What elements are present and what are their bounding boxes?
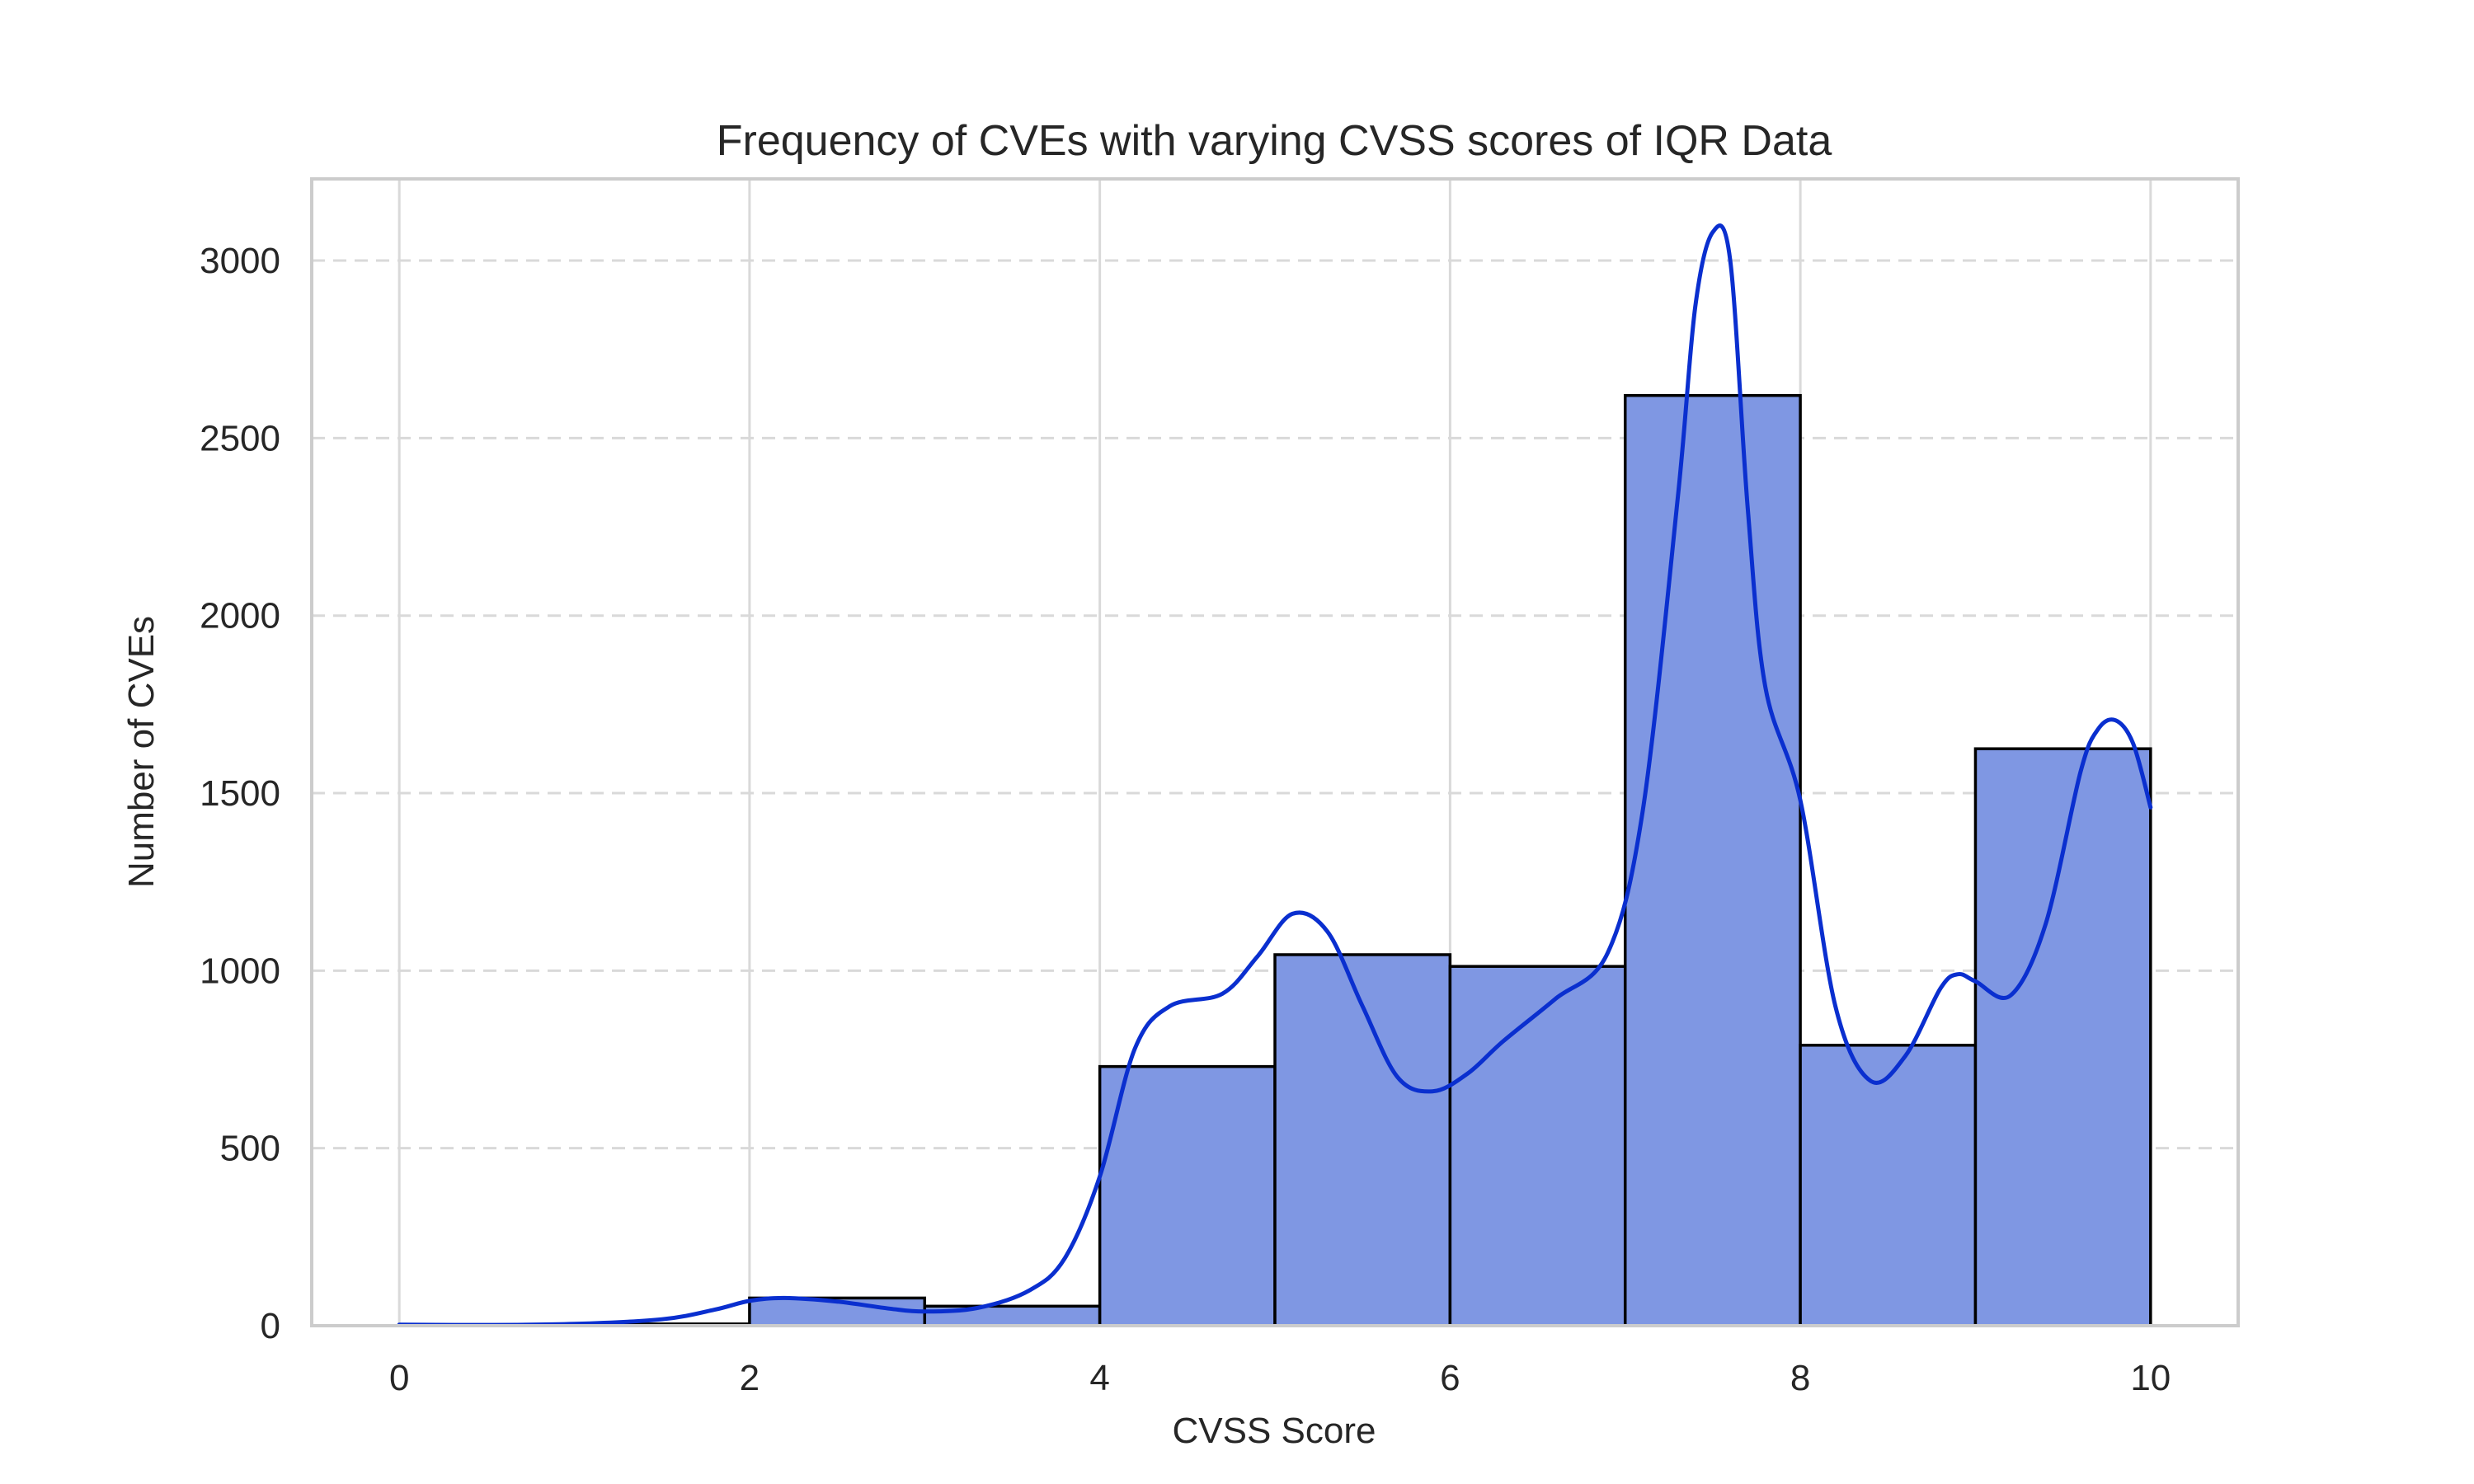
x-tick-label: 0 bbox=[389, 1358, 409, 1398]
y-tick-label: 2500 bbox=[200, 418, 280, 458]
x-tick-label: 10 bbox=[2130, 1358, 2171, 1398]
y-tick-label: 0 bbox=[261, 1306, 280, 1346]
y-tick-label: 2000 bbox=[200, 596, 280, 636]
plot-frame bbox=[310, 177, 2240, 1327]
histogram-bar bbox=[1448, 965, 1627, 1327]
histogram-bar bbox=[1799, 1044, 1978, 1327]
bars-layer bbox=[397, 393, 2152, 1327]
ticks-layer: 0 2 4 6 8 10 0 500 1000 1500 2000 2500 3000 bbox=[200, 241, 2171, 1398]
x-axis-title: CVSS Score bbox=[1173, 1411, 1376, 1451]
x-tick-label: 2 bbox=[740, 1358, 760, 1398]
x-tick-label: 6 bbox=[1440, 1358, 1460, 1398]
kde-layer bbox=[397, 223, 2153, 1327]
y-tick-label: 500 bbox=[220, 1129, 280, 1169]
y-tick-label: 1500 bbox=[200, 773, 280, 814]
x-tick-label: 4 bbox=[1089, 1358, 1109, 1398]
histogram-bar bbox=[1273, 953, 1452, 1327]
y-tick-label: 3000 bbox=[200, 241, 280, 281]
y-axis-title: Number of CVEs bbox=[121, 616, 162, 888]
histogram-bar bbox=[1973, 747, 2152, 1327]
x-tick-label: 8 bbox=[1790, 1358, 1810, 1398]
kde-curve bbox=[397, 223, 2153, 1327]
histogram-bar bbox=[1098, 1064, 1277, 1327]
y-tick-label: 1000 bbox=[200, 951, 280, 991]
chart-title: Frequency of CVEs with varying CVSS scor… bbox=[717, 117, 1832, 165]
histogram-bar bbox=[1623, 393, 1802, 1327]
